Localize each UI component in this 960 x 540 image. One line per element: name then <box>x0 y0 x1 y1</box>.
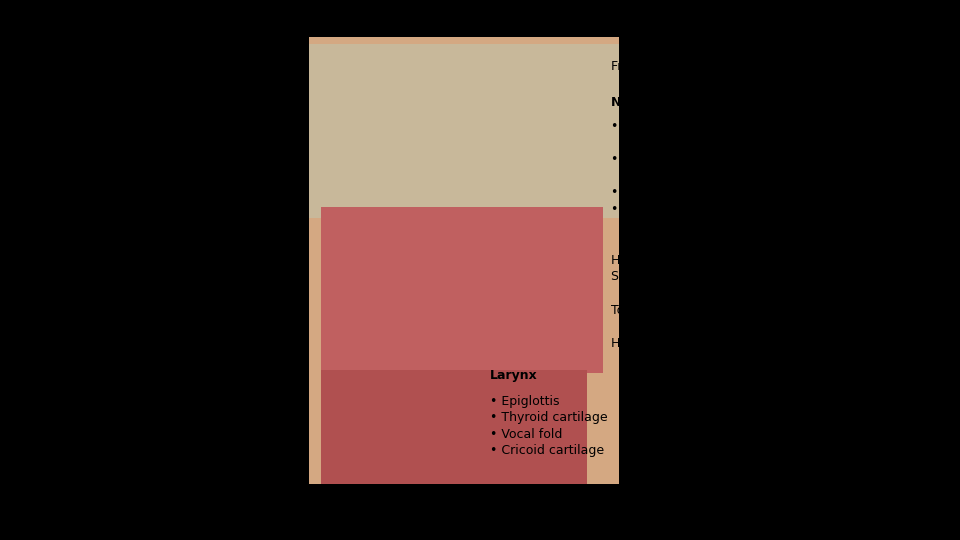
Text: Tongue: Tongue <box>611 304 656 317</box>
Text: Hard palate
Soft palate: Hard palate Soft palate <box>611 254 684 284</box>
Text: Oropharynx: Oropharynx <box>139 280 222 293</box>
Bar <box>321 207 603 373</box>
Text: Esophagus: Esophagus <box>139 395 207 408</box>
Text: Trachea: Trachea <box>139 424 188 437</box>
Text: Hyoid bone: Hyoid bone <box>611 337 682 350</box>
Text: Cribriform plate
of ethmoid bone
Sphenoidal sinus: Cribriform plate of ethmoid bone Sphenoi… <box>139 44 245 90</box>
Bar <box>308 37 619 484</box>
Text: Laryngopharynx: Laryngopharynx <box>139 359 253 372</box>
Text: • Nasal conchae (superior,
  middle and inferior)
• Nasal meatuses (superior,
  : • Nasal conchae (superior, middle and in… <box>611 120 786 216</box>
Text: Nasal cavity: Nasal cavity <box>611 96 696 109</box>
Bar <box>321 370 587 484</box>
Text: • Pharyngeal tonsil
• Opening of
  pharyngotympanic
  tube
• Uvula: • Pharyngeal tonsil • Opening of pharyng… <box>139 181 265 260</box>
Text: Frontal sinus: Frontal sinus <box>611 60 690 73</box>
Text: Nasopharynx: Nasopharynx <box>139 154 231 167</box>
Text: Posterior nasal
aperture: Posterior nasal aperture <box>139 104 231 133</box>
Text: • Palatine tonsil
• Lingual tonsil: • Palatine tonsil • Lingual tonsil <box>139 306 238 335</box>
Text: (b) Detailed anatomy of the upper respiratory tract: (b) Detailed anatomy of the upper respir… <box>261 497 703 511</box>
Bar <box>308 44 619 218</box>
Text: • Epiglottis
• Thyroid cartilage
• Vocal fold
• Cricoid cartilage: • Epiglottis • Thyroid cartilage • Vocal… <box>490 395 608 457</box>
Text: Larynx: Larynx <box>490 369 538 382</box>
